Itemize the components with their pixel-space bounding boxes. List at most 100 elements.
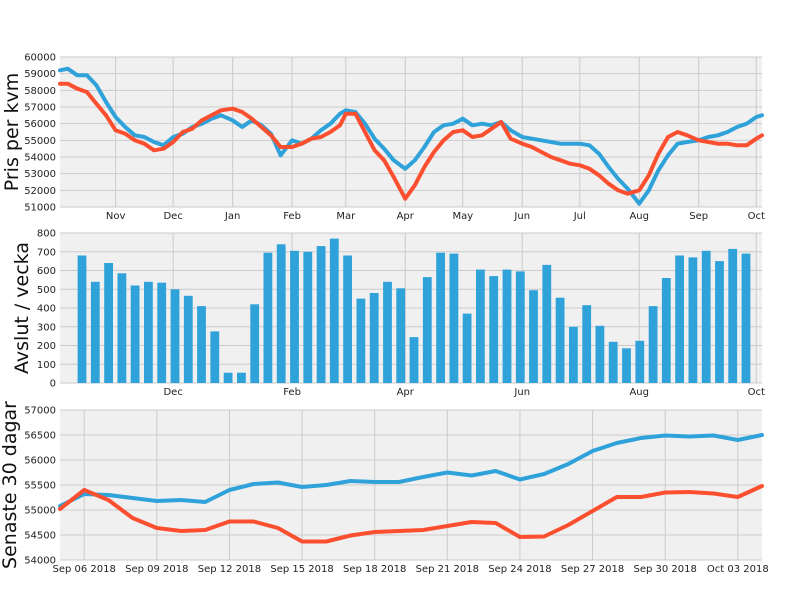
y-tick-label: 60000 bbox=[24, 53, 56, 64]
series-line-red bbox=[58, 484, 764, 544]
y-tick-label: 55000 bbox=[24, 136, 56, 147]
bar bbox=[582, 305, 592, 383]
x-tick-label: Apr bbox=[397, 387, 415, 398]
price-per-sqm-chart: 51000 52000 53000 54000 55000 56000 57000 58000… bbox=[1, 53, 765, 223]
y-axis-label: Pris per kvm bbox=[1, 73, 23, 192]
y-axis-label: Avslut / vecka bbox=[11, 242, 33, 374]
y-tick-label: 400 bbox=[37, 304, 56, 315]
y-tick-label: 700 bbox=[37, 247, 56, 258]
bar bbox=[661, 278, 671, 383]
series-line-blue bbox=[58, 66, 764, 206]
x-tick-label: Aug bbox=[629, 387, 649, 398]
bar bbox=[502, 269, 512, 383]
y-tick-label: 54000 bbox=[24, 556, 56, 567]
bar bbox=[396, 288, 406, 383]
bar bbox=[290, 250, 299, 383]
bar bbox=[409, 337, 419, 383]
bar bbox=[237, 372, 246, 383]
x-tick-label: Sep bbox=[689, 211, 708, 222]
y-tick-label: 300 bbox=[37, 322, 56, 333]
x-tick-label: Sep 15 2018 bbox=[270, 564, 333, 575]
bar bbox=[569, 326, 578, 384]
x-tick-label: Sep 12 2018 bbox=[198, 564, 261, 575]
x-tick-label: Sep 24 2018 bbox=[488, 564, 551, 575]
x-tick-label: Jan bbox=[224, 211, 240, 222]
bar bbox=[157, 282, 167, 383]
series-line-blue bbox=[58, 433, 764, 508]
bar bbox=[329, 238, 339, 383]
bar bbox=[555, 297, 565, 383]
y-tick-label: 800 bbox=[37, 229, 56, 240]
y-axis-label: Senaste 30 dagar bbox=[0, 401, 21, 569]
x-tick-label: Dec bbox=[163, 387, 182, 398]
x-tick-label: Sep 09 2018 bbox=[125, 564, 188, 575]
bar bbox=[356, 298, 366, 383]
y-tick-label: 100 bbox=[37, 360, 56, 371]
x-tick-label: Sep 30 2018 bbox=[633, 564, 696, 575]
bar bbox=[369, 293, 379, 383]
x-tick-label: Apr bbox=[397, 211, 415, 222]
y-tick-label: 57000 bbox=[24, 103, 56, 114]
bar bbox=[250, 304, 260, 384]
x-tick-label: Nov bbox=[106, 211, 126, 222]
bar bbox=[223, 372, 233, 383]
x-tick-label: Feb bbox=[283, 211, 301, 222]
y-tick-label: 200 bbox=[37, 341, 56, 352]
bar bbox=[276, 244, 286, 384]
series-line-red bbox=[58, 81, 764, 201]
y-tick-label: 51000 bbox=[24, 203, 56, 214]
bar bbox=[104, 263, 113, 383]
x-tick-label: Mar bbox=[336, 211, 356, 222]
bar bbox=[90, 281, 100, 384]
bar bbox=[489, 276, 499, 383]
bar bbox=[263, 252, 273, 383]
y-tick-label: 56000 bbox=[24, 119, 56, 130]
bar bbox=[117, 273, 127, 383]
x-tick-label: May bbox=[452, 211, 473, 222]
bar bbox=[741, 253, 751, 383]
bar bbox=[715, 261, 724, 383]
x-tick-label: Sep 21 2018 bbox=[416, 564, 479, 575]
bar bbox=[343, 255, 352, 383]
y-tick-label: 0 bbox=[50, 379, 56, 390]
x-tick-label: Oct 03 2018 bbox=[707, 564, 769, 575]
x-tick-label: Feb bbox=[283, 387, 301, 398]
bar bbox=[130, 285, 140, 383]
x-tick-label: Sep 06 2018 bbox=[53, 564, 116, 575]
x-tick-label: Aug bbox=[629, 211, 649, 222]
y-tick-label: 56000 bbox=[24, 456, 56, 467]
bar bbox=[675, 255, 684, 383]
y-tick-label: 53000 bbox=[24, 169, 56, 180]
x-tick-label: Sep 18 2018 bbox=[343, 564, 406, 575]
bar bbox=[635, 340, 645, 383]
y-tick-label: 55500 bbox=[24, 481, 56, 492]
y-tick-label: 600 bbox=[37, 266, 56, 277]
x-tick-label: Oct bbox=[748, 387, 765, 398]
y-tick-label: 55000 bbox=[24, 506, 56, 517]
bar bbox=[183, 295, 193, 383]
x-tick-label: Dec bbox=[163, 211, 182, 222]
bar bbox=[542, 264, 552, 383]
y-tick-label: 57000 bbox=[24, 406, 56, 417]
bar bbox=[77, 255, 87, 383]
plot-area bbox=[60, 57, 762, 207]
x-tick-label: Jun bbox=[513, 387, 530, 398]
bar bbox=[144, 281, 153, 384]
bar bbox=[383, 281, 392, 384]
deals-per-week-chart: 0 100 200 300 400 500 600 700 800 Dec Feb Apr Jun Aug… bbox=[11, 229, 765, 399]
bar bbox=[462, 313, 472, 383]
bar bbox=[648, 306, 658, 383]
bar bbox=[701, 250, 711, 383]
bar bbox=[449, 253, 459, 383]
y-tick-label: 59000 bbox=[24, 69, 56, 80]
bar bbox=[210, 331, 220, 383]
y-tick-label: 54000 bbox=[24, 153, 56, 164]
x-tick-label: Oct bbox=[748, 211, 765, 222]
y-tick-label: 58000 bbox=[24, 86, 56, 97]
x-tick-label: Sep 27 2018 bbox=[561, 564, 624, 575]
bar bbox=[622, 348, 631, 383]
last-30-days-chart: 54000 54500 55000 55500 56000 56500 57000 Sep 0… bbox=[0, 401, 769, 575]
y-tick-label: 56500 bbox=[24, 431, 56, 442]
bar bbox=[422, 277, 432, 383]
bar bbox=[303, 251, 313, 384]
